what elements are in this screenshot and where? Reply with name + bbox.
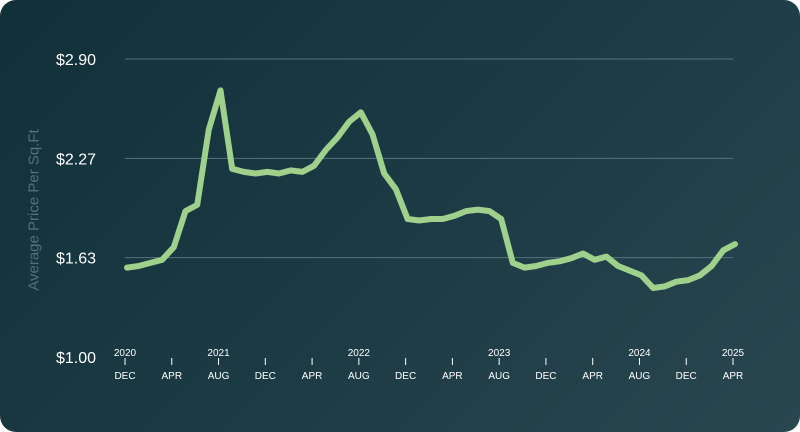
data-point (276, 171, 282, 176)
data-point (674, 279, 679, 285)
x-tick-year: 2025 (722, 348, 745, 359)
data-point (498, 216, 504, 222)
data-point (487, 208, 492, 214)
data-point (206, 127, 212, 133)
y-tick-label: $1.63 (56, 251, 96, 268)
x-tick-label: DEC (114, 371, 135, 382)
y-tick-label: $2.27 (56, 151, 96, 168)
data-point (393, 186, 399, 192)
data-point (159, 257, 165, 263)
x-tick-label: AUG (629, 371, 651, 382)
x-tick-label: APR (723, 371, 744, 382)
data-point (358, 109, 364, 115)
data-point (381, 171, 387, 176)
data-point (335, 134, 340, 140)
price-line (124, 87, 738, 291)
data-point (323, 147, 329, 153)
data-point (662, 283, 668, 289)
data-point (171, 244, 177, 250)
data-point (615, 263, 621, 269)
x-tick-label: DEC (255, 371, 276, 382)
data-point (299, 169, 305, 175)
data-point (533, 263, 539, 269)
data-point (545, 260, 551, 266)
data-point (720, 247, 726, 253)
data-point (475, 207, 481, 213)
x-tick-label: AUG (488, 371, 510, 382)
data-point (229, 166, 235, 172)
x-tick-label: DEC (676, 371, 697, 382)
data-point (194, 202, 200, 208)
data-point (685, 277, 691, 283)
data-point (124, 265, 130, 271)
data-point (440, 216, 446, 222)
data-point (218, 87, 223, 93)
data-point (522, 265, 527, 271)
data-point (264, 169, 270, 175)
data-point (370, 131, 375, 137)
x-tick-label: AUG (348, 371, 370, 382)
x-tick-label: DEC (395, 371, 416, 382)
data-point (405, 216, 411, 222)
x-tick-label: DEC (535, 371, 556, 382)
x-tick-label: APR (161, 371, 182, 382)
data-point (557, 258, 563, 264)
data-point (183, 208, 188, 214)
data-point (147, 260, 153, 266)
data-point (451, 213, 457, 219)
data-point (732, 241, 738, 247)
data-point (253, 171, 259, 176)
data-point (603, 254, 609, 260)
data-point (346, 119, 352, 125)
data-point (639, 272, 644, 278)
data-point (288, 167, 294, 173)
data-point (709, 263, 715, 269)
data-point (136, 263, 142, 269)
data-point (697, 272, 703, 278)
x-tick-year: 2024 (628, 348, 651, 359)
data-point (568, 255, 574, 261)
data-point (580, 251, 586, 256)
x-tick-label: APR (302, 371, 323, 382)
y-tick-label: $1.00 (56, 350, 96, 367)
data-point (311, 163, 317, 169)
x-tick-year: 2021 (207, 348, 230, 359)
x-tick-year: 2023 (488, 348, 511, 359)
data-point (592, 257, 598, 263)
x-tick-label: APR (442, 371, 463, 382)
y-tick-label: $2.90 (56, 52, 96, 69)
x-tick-label: AUG (208, 371, 230, 382)
x-tick-year: 2020 (114, 348, 137, 359)
data-point (463, 208, 469, 214)
data-point (510, 260, 516, 266)
data-point (650, 285, 656, 291)
data-point (428, 216, 434, 222)
x-tick-year: 2022 (348, 348, 371, 359)
data-point (241, 169, 247, 175)
x-tick-label: APR (582, 371, 603, 382)
data-point (416, 218, 422, 223)
data-point (627, 268, 633, 274)
